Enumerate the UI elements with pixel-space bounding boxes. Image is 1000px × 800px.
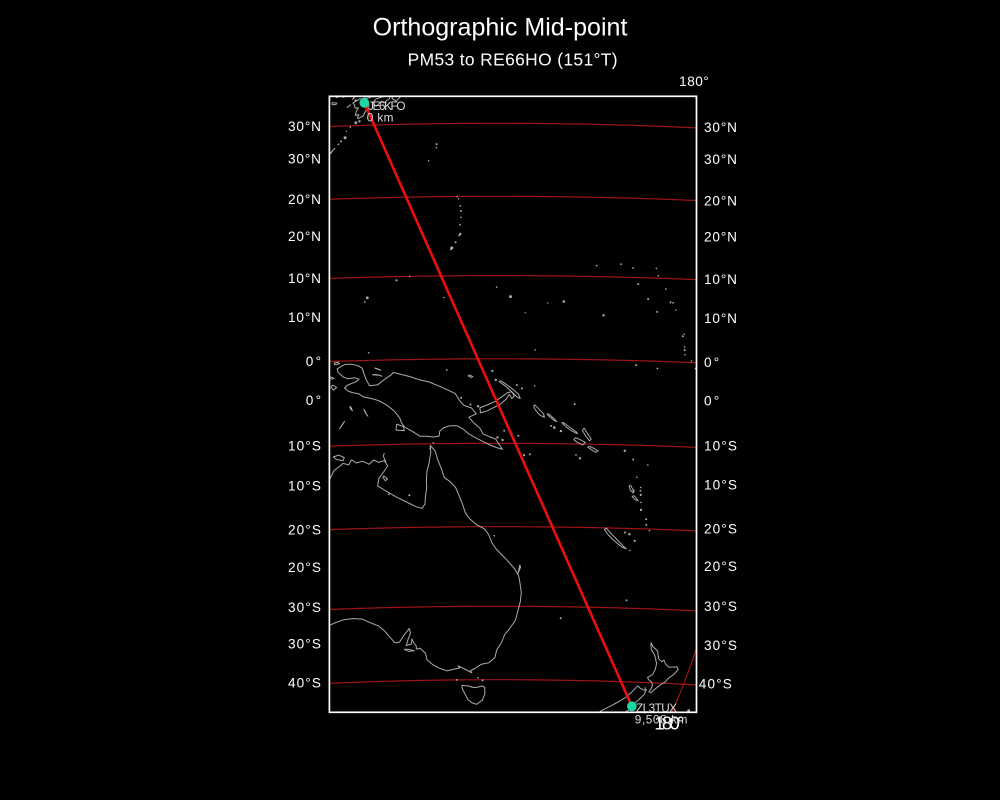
- svg-text:9,508 km: 9,508 km: [635, 712, 688, 726]
- svg-text:10°S: 10°S: [704, 438, 737, 453]
- svg-text:10°N: 10°N: [288, 271, 321, 286]
- svg-text:30°S: 30°S: [704, 599, 737, 614]
- svg-text:10°N: 10°N: [288, 310, 321, 325]
- svg-text:20°N: 20°N: [704, 230, 737, 245]
- svg-text:30°S: 30°S: [288, 600, 321, 615]
- svg-text:30°S: 30°S: [704, 638, 737, 653]
- svg-text:0 km: 0 km: [367, 111, 394, 125]
- svg-text:30°N: 30°N: [288, 152, 321, 167]
- svg-text:20°N: 20°N: [288, 192, 321, 207]
- svg-text:180°: 180°: [654, 712, 684, 733]
- svg-text:20°S: 20°S: [288, 560, 321, 575]
- svg-text:20°S: 20°S: [704, 559, 737, 574]
- svg-text:30°N: 30°N: [704, 152, 737, 167]
- svg-text:10°N: 10°N: [704, 272, 737, 287]
- svg-text:10°S: 10°S: [704, 477, 737, 492]
- svg-text:20°S: 20°S: [288, 522, 321, 537]
- svg-text:40°S: 40°S: [699, 676, 732, 691]
- svg-text:40°S: 40°S: [288, 675, 321, 690]
- svg-text:PM53 to RE66HO (151°T): PM53 to RE66HO (151°T): [408, 49, 618, 69]
- svg-text:Orthographic Mid-point: Orthographic Mid-point: [373, 14, 628, 42]
- svg-text:180°: 180°: [679, 74, 709, 89]
- svg-text:ZL3TUX: ZL3TUX: [636, 701, 677, 715]
- svg-text:10°N: 10°N: [704, 311, 737, 326]
- svg-text:30°N: 30°N: [704, 120, 737, 135]
- svg-text:20°S: 20°S: [704, 522, 737, 537]
- svg-text:30°S: 30°S: [288, 637, 321, 652]
- svg-text:30°N: 30°N: [288, 119, 321, 134]
- svg-text:20°N: 20°N: [704, 194, 737, 209]
- svg-text:JE6KFO: JE6KFO: [368, 99, 406, 113]
- svg-text:10°S: 10°S: [288, 478, 321, 493]
- svg-text:10°S: 10°S: [288, 438, 321, 453]
- svg-text:20°N: 20°N: [288, 229, 321, 244]
